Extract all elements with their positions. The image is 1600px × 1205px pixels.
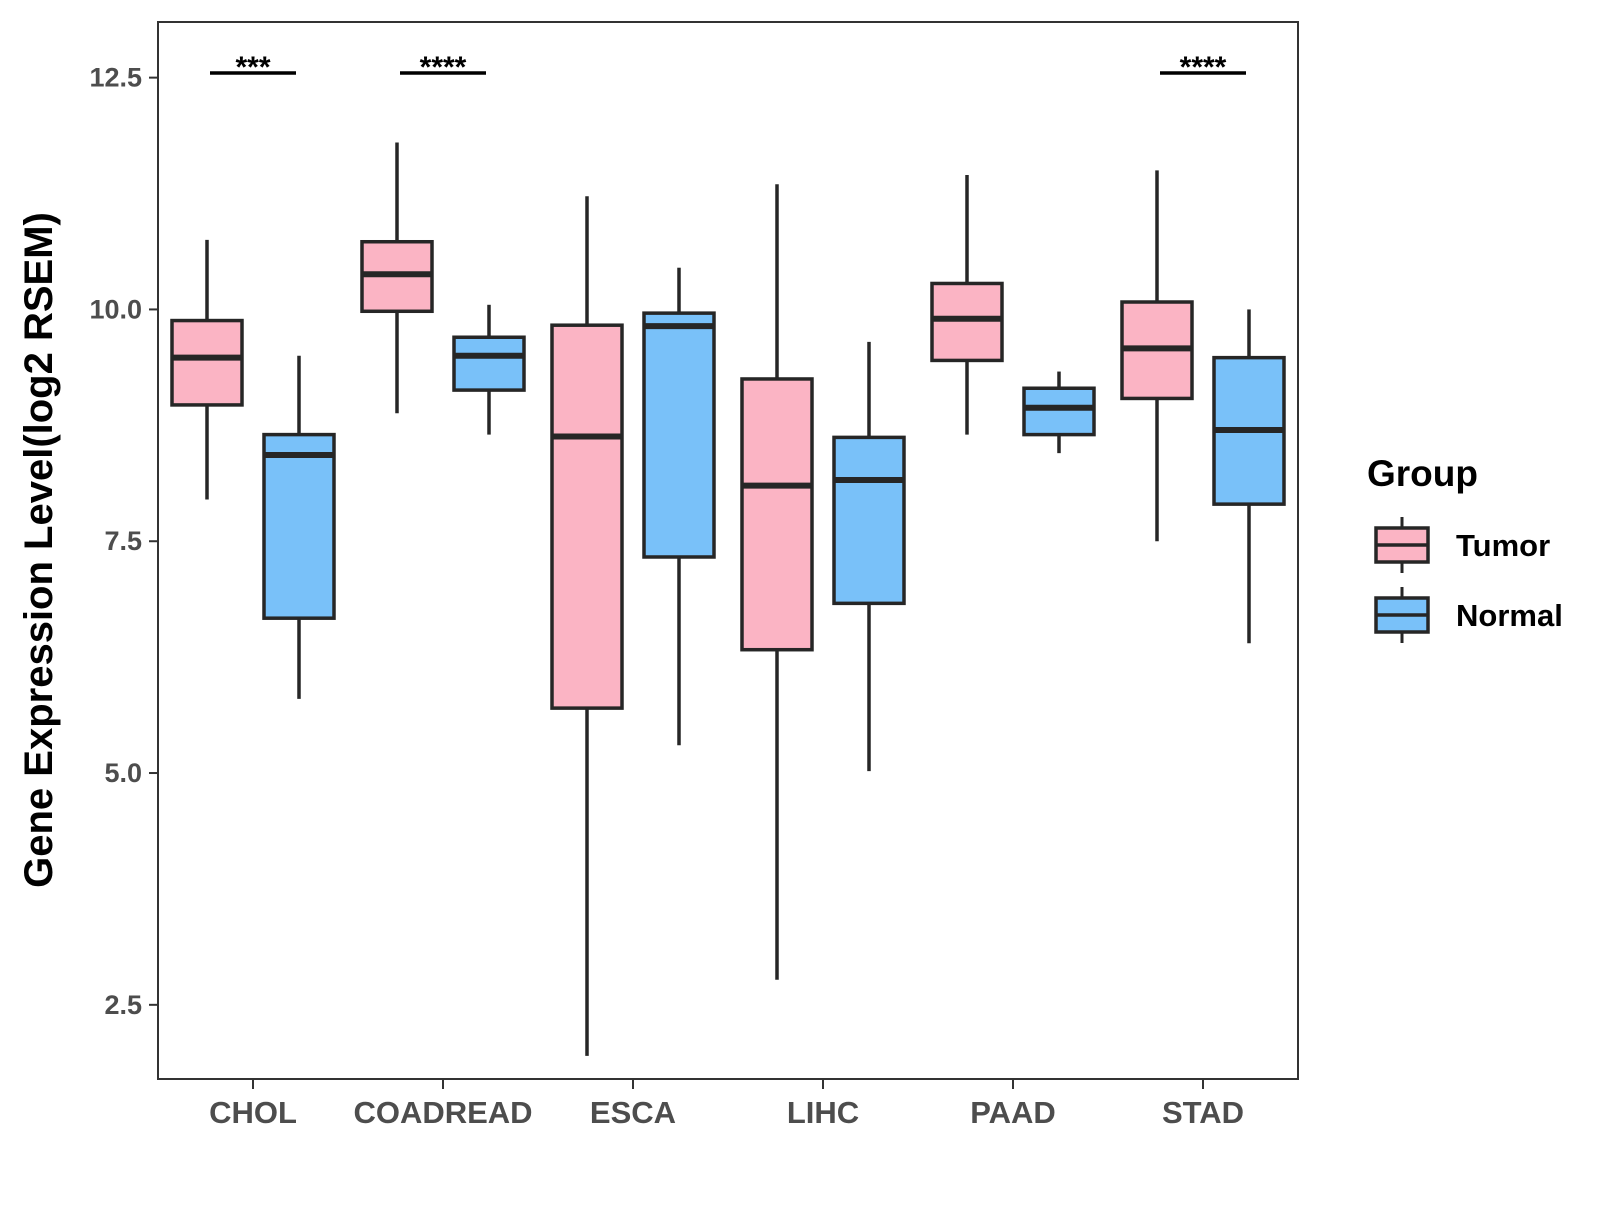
x-tick-label: PAAD: [970, 1095, 1056, 1130]
x-tick-label: LIHC: [787, 1095, 859, 1130]
significance-label: ****: [1180, 51, 1227, 84]
box-normal: [262, 432, 336, 620]
x-tick-label: CHOL: [209, 1095, 297, 1130]
box-normal: [642, 311, 716, 559]
box-layer: [170, 239, 1286, 710]
box-normal: [452, 335, 526, 392]
y-tick-label: 5.0: [104, 758, 142, 788]
significance-label: ****: [420, 51, 467, 84]
box-tumor: [930, 281, 1004, 363]
x-tick-label: COADREAD: [353, 1095, 532, 1130]
y-tick-label: 7.5: [104, 526, 142, 556]
y-axis: 2.5 5.0 7.5 10.0 12.5: [89, 63, 158, 1020]
x-axis: CHOL COADREAD ESCA LIHC PAAD STAD: [209, 1079, 1244, 1130]
box-normal: [832, 435, 906, 606]
legend-label: Tumor: [1456, 528, 1550, 563]
significance-label: ***: [235, 51, 270, 84]
plot-panel: [157, 21, 1299, 1080]
x-tick-label: STAD: [1162, 1095, 1244, 1130]
legend-title: Group: [1367, 453, 1478, 494]
y-axis-title: Gene Expression Level(log2 RSEM): [17, 212, 61, 888]
box-tumor: [170, 318, 244, 407]
y-tick-label: 12.5: [89, 63, 142, 93]
box-tumor: [740, 377, 814, 652]
significance-layer: *** **** ****: [210, 51, 1246, 84]
y-tick-label: 10.0: [89, 294, 142, 324]
legend-label: Normal: [1456, 598, 1563, 633]
legend: Group Tumor Normal: [1367, 453, 1563, 643]
x-tick-label: ESCA: [590, 1095, 676, 1130]
y-tick-label: 2.5: [104, 990, 142, 1020]
whisker-layer: [205, 142, 1251, 1056]
box-normal: [1022, 386, 1096, 437]
box-tumor: [550, 323, 624, 710]
legend-entries: Tumor Normal: [1374, 517, 1563, 643]
